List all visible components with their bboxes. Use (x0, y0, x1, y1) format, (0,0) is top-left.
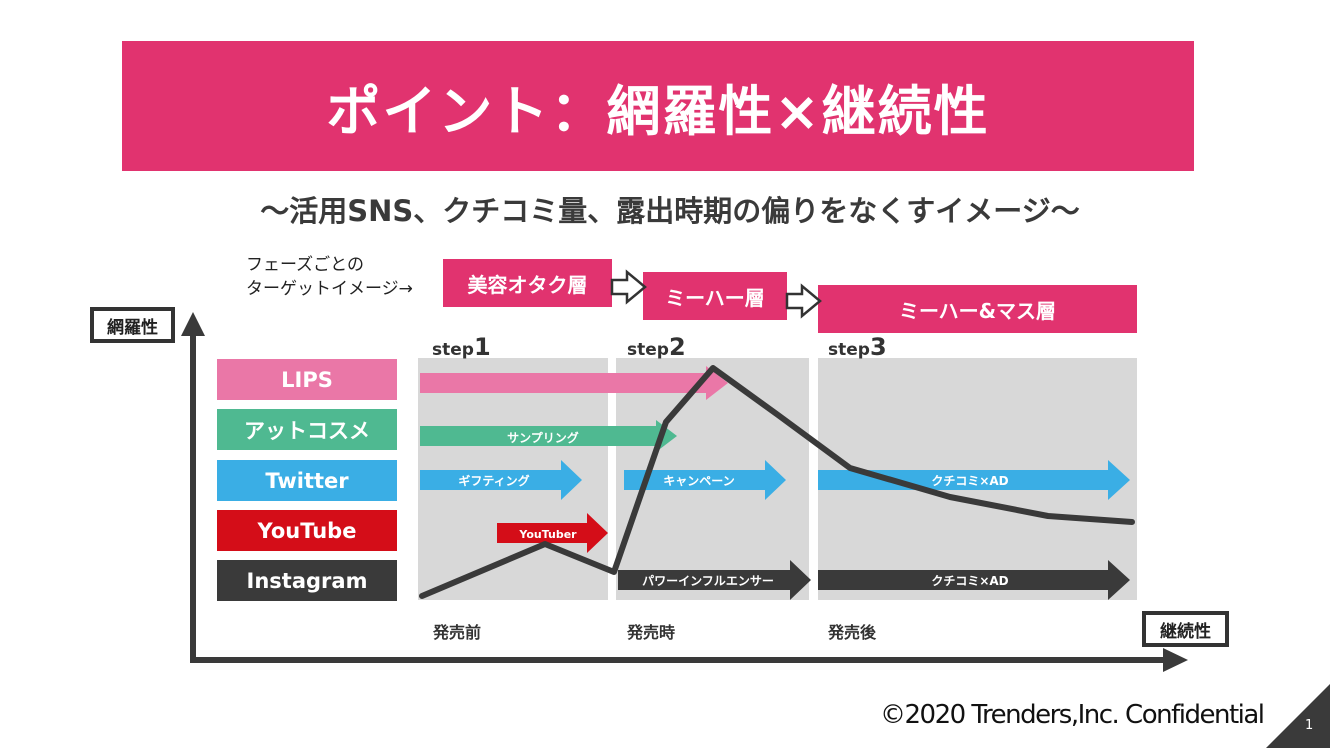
sns-label-instagram: Instagram (217, 560, 397, 601)
phase-transition-arrow-1 (610, 269, 647, 305)
copyright-notice: ©2020 Trenders,Inc. Confidential (880, 700, 1265, 730)
slide-subtitle: 〜活用SNS、クチコミ量、露出時期の偏りをなくすイメージ〜 (260, 194, 1080, 228)
phase-note: フェーズごとの ターゲットイメージ→ (246, 253, 413, 301)
y-axis-label: 網羅性 (90, 307, 175, 343)
kuchikomi-ad-instagram-label: クチコミ×AD (931, 574, 1008, 588)
sns-label-atcosme: アットコスメ (217, 409, 397, 450)
gifting-arrow (420, 460, 582, 500)
kuchikomi-ad-instagram-arrow (818, 560, 1130, 600)
sampling-arrow (420, 420, 677, 452)
lips-arrow (420, 366, 728, 400)
page-corner (1266, 684, 1330, 748)
youtuber-arrow (497, 513, 608, 553)
slide-title: ポイント：網羅性×継続性 (326, 79, 990, 143)
sns-label-lips: LIPS (217, 359, 397, 400)
campaign-arrow (624, 460, 786, 500)
phase-transition-arrow-2 (785, 283, 822, 319)
x-axis-label: 継続性 (1142, 611, 1229, 647)
timing-after-launch: 発売後 (828, 623, 877, 642)
page-number: 1 (1305, 718, 1314, 733)
kuchikomi-ad-twitter-arrow (818, 460, 1130, 500)
sns-label-youtube: YouTube (217, 510, 397, 551)
sampling-label: サンプリング (507, 430, 579, 445)
phase-note-line2: ターゲットイメージ→ (246, 279, 413, 299)
gifting-label: ギフティング (458, 473, 529, 488)
phase-box-1: 美容オタク層 (443, 259, 612, 307)
x-axis (190, 648, 1188, 672)
step2-label: step2 (627, 333, 686, 361)
power-influencer-label: パワーインフルエンサー (642, 574, 774, 588)
sns-label-twitter: Twitter (217, 460, 397, 501)
step3-label: step3 (828, 333, 887, 361)
phase-box-2: ミーハー層 (643, 272, 787, 320)
phase-note-line1: フェーズごとの (246, 255, 364, 275)
step1-label: step1 (432, 333, 491, 361)
trend-line (419, 365, 1135, 599)
power-influencer-arrow (618, 560, 811, 600)
phase-box-3: ミーハー&マス層 (818, 285, 1137, 333)
title-banner (122, 41, 1194, 171)
youtuber-label: YouTuber (518, 528, 577, 541)
campaign-label: キャンペーン (663, 474, 734, 488)
kuchikomi-ad-twitter-label: クチコミ×AD (931, 474, 1008, 488)
timing-at-launch: 発売時 (627, 623, 676, 642)
y-axis (181, 312, 205, 662)
timing-before-launch: 発売前 (433, 623, 482, 642)
